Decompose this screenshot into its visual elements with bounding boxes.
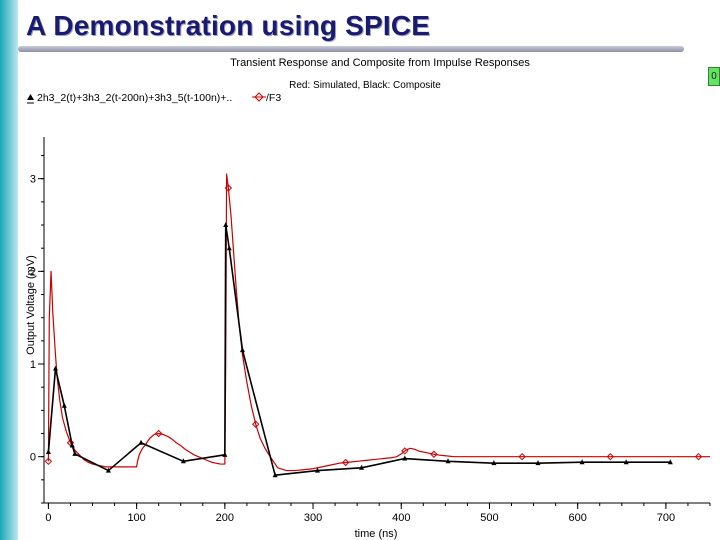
composite-line xyxy=(47,224,671,477)
composite-point xyxy=(535,460,541,466)
simulated-point xyxy=(518,452,526,461)
composite-point xyxy=(445,458,451,464)
chart-subtitle: Red: Simulated, Black: Composite xyxy=(289,80,441,91)
simulated-point xyxy=(224,184,233,192)
simulated-point xyxy=(694,452,703,461)
composite-point xyxy=(667,459,673,465)
composite-point xyxy=(239,347,245,353)
y-tick-label: 1 xyxy=(30,359,36,371)
composite-point xyxy=(272,472,278,478)
plot-area xyxy=(44,137,710,503)
legend-composite-marker-icon xyxy=(27,94,34,104)
composite-point xyxy=(45,449,51,455)
simulated-point xyxy=(154,429,163,438)
slide-accent-bar xyxy=(0,0,18,540)
composite-point xyxy=(138,439,144,445)
legend-simulated-marker-icon xyxy=(252,92,266,102)
simulated-line xyxy=(47,173,710,472)
simulated-point xyxy=(252,420,260,428)
axes: 0 1 2 3 0 100 200 300 400 500 600 700 xyxy=(30,137,711,524)
legend: 2h3_2(t)+3h3_2(t-200n)+3h3_5(t-100n)+.. … xyxy=(27,92,281,104)
x-tick-label: 0 xyxy=(45,512,51,524)
y-tick-label: 0 xyxy=(30,452,36,464)
composite-point xyxy=(105,467,111,473)
composite-point xyxy=(72,450,78,456)
composite-point xyxy=(402,455,408,461)
simulated-point xyxy=(606,452,615,461)
y-tick-label: 3 xyxy=(30,174,36,186)
simulated-point xyxy=(401,447,409,455)
x-tick-label: 500 xyxy=(480,512,498,524)
x-tick-label: 400 xyxy=(392,512,410,524)
composite-point xyxy=(314,467,320,473)
chart-title: Transient Response and Composite from Im… xyxy=(230,57,530,69)
composite-point xyxy=(579,459,585,465)
composite-point xyxy=(226,245,232,251)
composite-point xyxy=(222,451,228,457)
composite-point xyxy=(223,222,229,228)
x-tick-label: 100 xyxy=(127,512,145,524)
y-tick-label: 2 xyxy=(30,266,36,278)
simulated-point xyxy=(341,458,350,467)
series-simulated xyxy=(44,173,710,472)
composite-point xyxy=(61,402,67,408)
legend-simulated-label: /F3 xyxy=(266,92,281,104)
slide-title: A Demonstration using SPICE xyxy=(26,10,431,41)
x-tick-label: 200 xyxy=(216,512,234,524)
x-axis-label: time (ns) xyxy=(355,528,398,540)
x-tick-label: 300 xyxy=(304,512,322,524)
x-tick-label: 600 xyxy=(569,512,587,524)
legend-composite-label: 2h3_2(t)+3h3_2(t-200n)+3h3_5(t-100n)+.. xyxy=(37,92,232,104)
simulated-point xyxy=(430,450,438,458)
composite-point xyxy=(52,365,58,371)
simulated-point xyxy=(66,439,75,447)
composite-point xyxy=(359,464,365,470)
simulated-point xyxy=(44,457,53,466)
y-axis-label: Output Voltage (mV) xyxy=(25,255,37,355)
composite-point xyxy=(491,460,497,466)
series-composite xyxy=(45,222,673,478)
composite-point xyxy=(623,459,629,465)
x-tick-label: 700 xyxy=(657,512,675,524)
composite-point xyxy=(69,442,75,448)
composite-point xyxy=(180,458,186,464)
title-underline xyxy=(18,46,684,52)
